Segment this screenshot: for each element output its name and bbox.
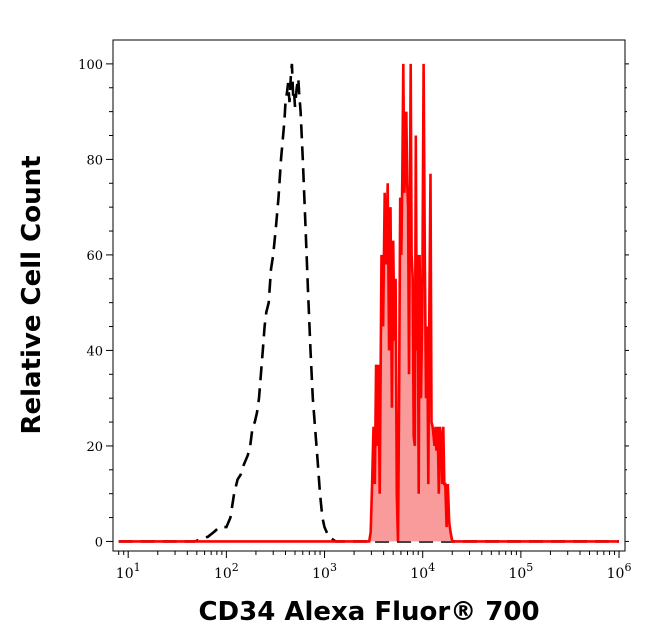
x-tick-label: 105 xyxy=(508,561,533,582)
y-tick-label: 60 xyxy=(86,249,103,264)
x-tick-label: 103 xyxy=(312,561,337,582)
y-tick-label: 100 xyxy=(78,58,103,73)
filled-histogram-area xyxy=(118,63,619,542)
y-tick-label: 20 xyxy=(86,440,103,455)
filled-histogram-line xyxy=(118,63,619,543)
x-tick-label: 101 xyxy=(116,561,141,582)
x-tick-label: 104 xyxy=(410,561,435,582)
x-tick-label: 102 xyxy=(214,561,239,582)
x-axis-title: CD34 Alexa Fluor® 700 xyxy=(198,597,539,627)
y-axis-title: Relative Cell Count xyxy=(17,155,47,434)
y-axis: 0 20 40 60 80 100 xyxy=(78,58,629,550)
y-tick-label: 0 xyxy=(95,535,103,550)
plot-area xyxy=(118,63,619,543)
dashed-histogram-line xyxy=(118,63,619,543)
x-axis: 101 102 103 104 105 106 xyxy=(116,551,632,582)
x-tick-label: 106 xyxy=(607,561,632,582)
plot-frame xyxy=(112,39,626,552)
y-tick-label: 40 xyxy=(86,344,103,359)
y-tick-label: 80 xyxy=(86,153,103,168)
